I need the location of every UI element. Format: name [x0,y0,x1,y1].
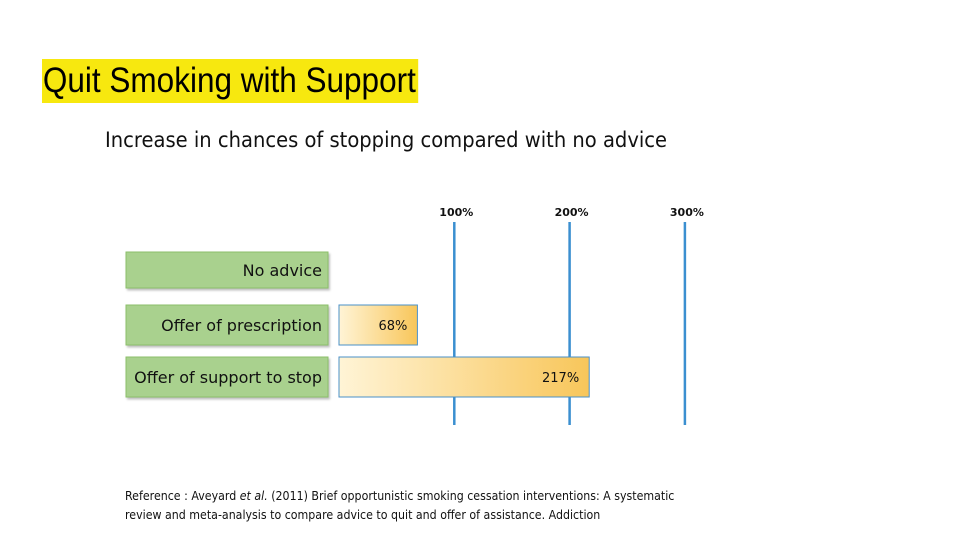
reference-prefix: Reference : Aveyard [125,489,240,503]
reference-et-al: et al. [239,489,268,503]
bar [338,304,418,346]
reference-line-1: Reference : Aveyard et al. (2011) Brief … [125,487,677,506]
category-label: No advice [243,261,322,280]
category-box [125,304,329,346]
reference-line-2: review and meta-analysis to compare advi… [125,508,601,522]
bar-value-label: 68% [378,319,407,334]
x-tick-label: 100% [439,206,473,219]
reference-citation: (2011) Brief opportunistic smoking cessa… [267,489,675,503]
category-label: Offer of prescription [161,316,322,335]
bar [338,356,590,398]
x-tick-label: 200% [555,206,589,219]
reference-note: Reference : Aveyard et al. (2011) Brief … [125,487,725,525]
slide-title: Quit Smoking with Support [42,59,419,103]
category-box [125,251,329,289]
x-tick-label: 300% [670,206,704,219]
bar-value-label: 217% [542,371,579,386]
category-label: Offer of support to stop [134,368,322,387]
chart-title: Increase in chances of stopping compared… [105,128,668,152]
category-box [125,356,329,398]
